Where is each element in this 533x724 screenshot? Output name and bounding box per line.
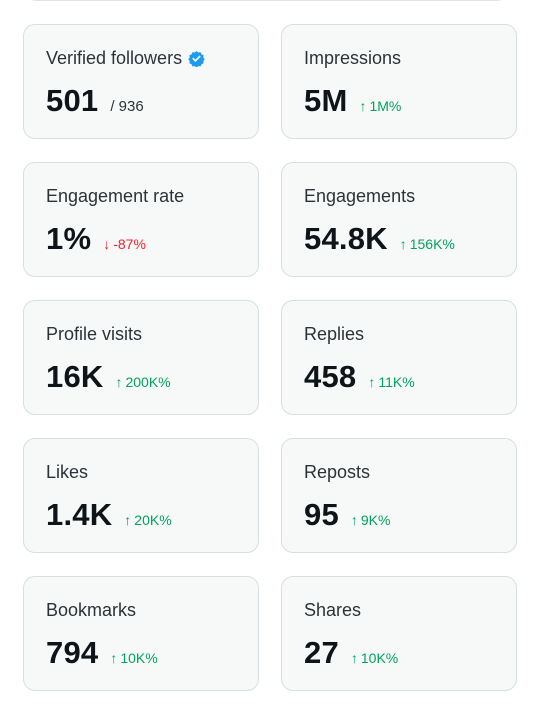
metric-change-value: 11K%	[378, 374, 415, 390]
metric-card-engagements[interactable]: Engagements 54.8K ↑ 156K%	[281, 162, 517, 277]
metrics-grid: Verified followers 501 / 936 Impressions…	[23, 24, 517, 691]
metric-title: Likes	[46, 462, 89, 482]
metric-card-shares[interactable]: Shares 27 ↑ 10K%	[281, 576, 517, 691]
metric-card-engagement-rate[interactable]: Engagement rate 1% ↓ -87%	[23, 162, 259, 277]
metric-title: Replies	[304, 324, 365, 344]
metric-change: ↑ 1M%	[359, 98, 401, 114]
metric-change-value: 10K%	[360, 650, 399, 666]
metric-card-likes[interactable]: Likes 1.4K ↑ 20K%	[23, 438, 259, 553]
metric-change: ↑ 156K%	[400, 236, 455, 252]
metric-title: Engagement rate	[46, 186, 185, 206]
metric-total: / 936	[110, 98, 144, 115]
verified-badge-icon	[188, 50, 205, 68]
metric-title: Engagements	[304, 186, 416, 206]
metric-title: Bookmarks	[46, 600, 137, 620]
metric-change-value: 20K%	[134, 512, 172, 528]
metric-card-replies[interactable]: Replies 458 ↑ 11K%	[281, 300, 517, 415]
metric-card-bookmarks[interactable]: Bookmarks 794 ↑ 10K%	[23, 576, 259, 691]
metric-title: Impressions	[304, 48, 402, 68]
metric-change: ↑ 9K%	[351, 512, 391, 528]
metric-card-reposts[interactable]: Reposts 95 ↑ 9K%	[281, 438, 517, 553]
metric-change-value: -87%	[113, 236, 146, 252]
metric-change: ↑ 11K%	[368, 374, 414, 390]
metric-value: 1%	[46, 221, 92, 256]
metric-value-row: 54.8K ↑ 156K%	[304, 221, 455, 257]
metric-value-row: 794 ↑ 10K%	[46, 635, 158, 671]
metric-value: 16K	[46, 359, 104, 394]
metric-value: 501	[46, 83, 99, 118]
metric-value: 95	[304, 497, 339, 532]
metric-value: 458	[304, 359, 357, 394]
metric-change-value: 156K%	[409, 236, 455, 252]
arrow-up-icon: ↑	[350, 512, 358, 528]
metric-card-profile-visits[interactable]: Profile visits 16K ↑ 200K%	[23, 300, 259, 415]
arrow-down-icon: ↓	[103, 236, 111, 252]
previous-card-edge	[23, 0, 510, 1]
metric-card-impressions[interactable]: Impressions 5M ↑ 1M%	[281, 24, 517, 139]
metric-change-value: 9K%	[360, 512, 391, 528]
metric-value-row: 458 ↑ 11K%	[304, 359, 415, 395]
metric-title: Shares	[304, 600, 362, 620]
metric-value-row: 1% ↓ -87%	[46, 221, 146, 257]
metric-card-verified-followers[interactable]: Verified followers 501 / 936	[23, 24, 259, 139]
metric-title: Profile visits	[46, 324, 143, 344]
metric-value-row: 5M ↑ 1M%	[304, 83, 401, 119]
metric-change-value: 1M%	[369, 98, 402, 114]
metric-change: ↓ -87%	[103, 236, 146, 252]
arrow-up-icon: ↑	[368, 374, 376, 390]
arrow-up-icon: ↑	[110, 650, 118, 666]
metric-change-value: 200K%	[125, 374, 171, 390]
metric-title-label: Verified followers	[46, 48, 183, 68]
metric-value-row: 16K ↑ 200K%	[46, 359, 171, 395]
metric-value: 5M	[304, 83, 348, 118]
arrow-up-icon: ↑	[359, 98, 367, 114]
arrow-up-icon: ↑	[399, 236, 407, 252]
metric-value-row: 27 ↑ 10K%	[304, 635, 398, 671]
metric-value: 1.4K	[46, 497, 113, 532]
metric-value: 27	[304, 635, 339, 670]
metric-value-row: 95 ↑ 9K%	[304, 497, 390, 533]
arrow-up-icon: ↑	[115, 374, 123, 390]
metric-title: Reposts	[304, 462, 371, 482]
metric-value-row: 501 / 936	[46, 83, 144, 119]
arrow-up-icon: ↑	[124, 512, 132, 528]
arrow-up-icon: ↑	[350, 650, 358, 666]
metric-value: 54.8K	[304, 221, 388, 256]
metric-value-row: 1.4K ↑ 20K%	[46, 497, 172, 533]
metric-value: 794	[46, 635, 99, 670]
metric-change: ↑ 20K%	[124, 512, 171, 528]
metric-change-value: 10K%	[120, 650, 158, 666]
metric-change: ↑ 10K%	[110, 650, 157, 666]
metric-title: Verified followers	[46, 48, 205, 69]
metric-change: ↑ 10K%	[351, 650, 398, 666]
metric-change: ↑ 200K%	[115, 374, 170, 390]
